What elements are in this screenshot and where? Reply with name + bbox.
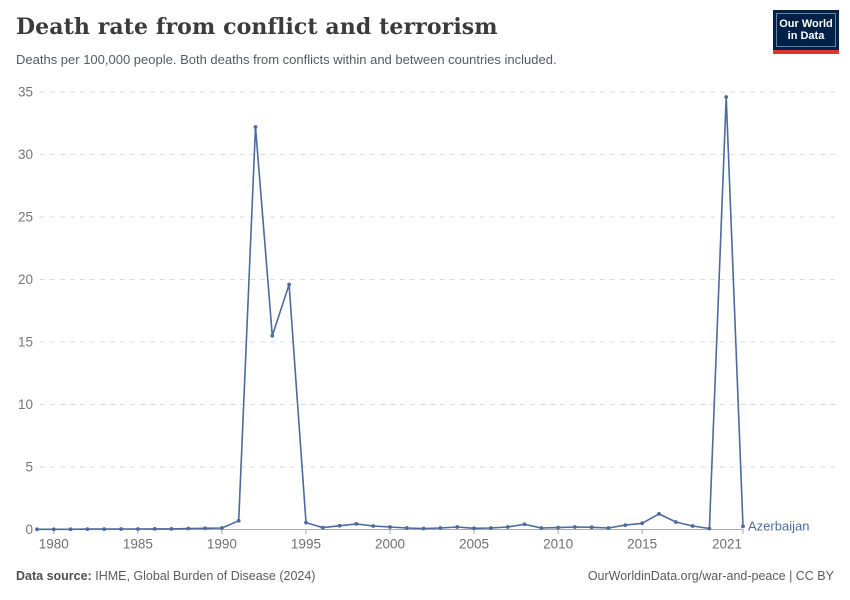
data-point[interactable]	[522, 522, 527, 527]
entity-label-azerbaijan[interactable]: Azerbaijan	[748, 518, 809, 533]
data-point[interactable]	[556, 525, 560, 530]
x-tick-label: 1995	[291, 537, 321, 552]
data-point[interactable]	[657, 512, 661, 516]
chart-footer: Data source: IHME, Global Burden of Dise…	[16, 569, 834, 583]
data-point[interactable]	[489, 526, 493, 530]
data-point[interactable]	[354, 522, 359, 526]
data-point[interactable]	[505, 525, 510, 529]
data-source-label: Data source:	[16, 569, 92, 583]
page-title: Death rate from conflict and terrorism	[16, 14, 498, 40]
line-series-azerbaijan[interactable]	[36, 96, 744, 531]
citation-link[interactable]: OurWorldinData.org/war-and-peace | CC BY	[587, 569, 834, 583]
page-subtitle: Deaths per 100,000 people. Both deaths f…	[16, 52, 557, 67]
data-point[interactable]	[136, 527, 140, 531]
data-point[interactable]	[253, 125, 258, 129]
data-point[interactable]	[337, 523, 342, 528]
data-point[interactable]	[623, 523, 628, 527]
data-point[interactable]	[320, 525, 325, 530]
x-tick-label: 2010	[543, 537, 573, 552]
y-tick-label: 10	[18, 397, 33, 412]
data-point[interactable]	[304, 520, 308, 525]
x-tick-label: 2005	[459, 537, 489, 552]
y-tick-label: 25	[18, 210, 33, 225]
y-tick-label: 30	[18, 147, 33, 162]
data-point[interactable]	[589, 525, 594, 530]
data-point[interactable]	[472, 526, 476, 531]
y-tick-label: 5	[25, 460, 33, 475]
owid-logo-text: Our World in Data	[779, 17, 833, 43]
data-point[interactable]	[68, 527, 73, 532]
data-point[interactable]	[236, 518, 241, 523]
data-point[interactable]	[371, 524, 376, 528]
data-point[interactable]	[724, 95, 729, 99]
data-point[interactable]	[640, 521, 644, 526]
owid-logo[interactable]: Our World in Data	[773, 10, 839, 54]
x-tick-label: 1985	[123, 537, 153, 552]
data-point[interactable]	[35, 527, 39, 532]
y-tick-label: 35	[18, 85, 33, 100]
y-tick-label: 20	[18, 272, 33, 287]
y-tick-label: 0	[25, 522, 33, 537]
data-point[interactable]	[539, 526, 544, 530]
data-point[interactable]	[270, 333, 275, 338]
data-point[interactable]	[421, 526, 426, 531]
data-point[interactable]	[102, 527, 107, 531]
data-point[interactable]	[287, 282, 291, 287]
data-point[interactable]	[220, 526, 224, 530]
data-point[interactable]	[388, 525, 392, 529]
data-point[interactable]	[152, 527, 157, 531]
data-point[interactable]	[707, 526, 712, 531]
data-point[interactable]	[85, 527, 90, 531]
data-point[interactable]	[404, 526, 409, 530]
data-point[interactable]	[741, 524, 745, 529]
data-point[interactable]	[690, 524, 695, 528]
data-point[interactable]	[606, 526, 611, 530]
x-tick-label: 2021	[712, 537, 742, 552]
data-source-text: Data source: IHME, Global Burden of Dise…	[16, 569, 315, 583]
data-point[interactable]	[186, 526, 191, 531]
data-source-value: IHME, Global Burden of Disease (2024)	[95, 569, 316, 583]
data-point[interactable]	[455, 525, 460, 529]
data-point[interactable]	[119, 527, 123, 531]
owid-logo-border	[776, 13, 836, 47]
y-tick-label: 15	[18, 335, 33, 350]
data-point[interactable]	[438, 526, 443, 530]
data-point[interactable]	[51, 527, 56, 532]
data-point[interactable]	[169, 527, 174, 531]
data-point[interactable]	[673, 520, 678, 524]
x-tick-label: 1990	[207, 537, 237, 552]
data-point[interactable]	[203, 526, 208, 531]
x-tick-label: 2000	[375, 537, 405, 552]
x-tick-label: 2015	[627, 537, 657, 552]
data-point[interactable]	[573, 525, 577, 529]
x-tick-label: 1980	[39, 537, 69, 552]
